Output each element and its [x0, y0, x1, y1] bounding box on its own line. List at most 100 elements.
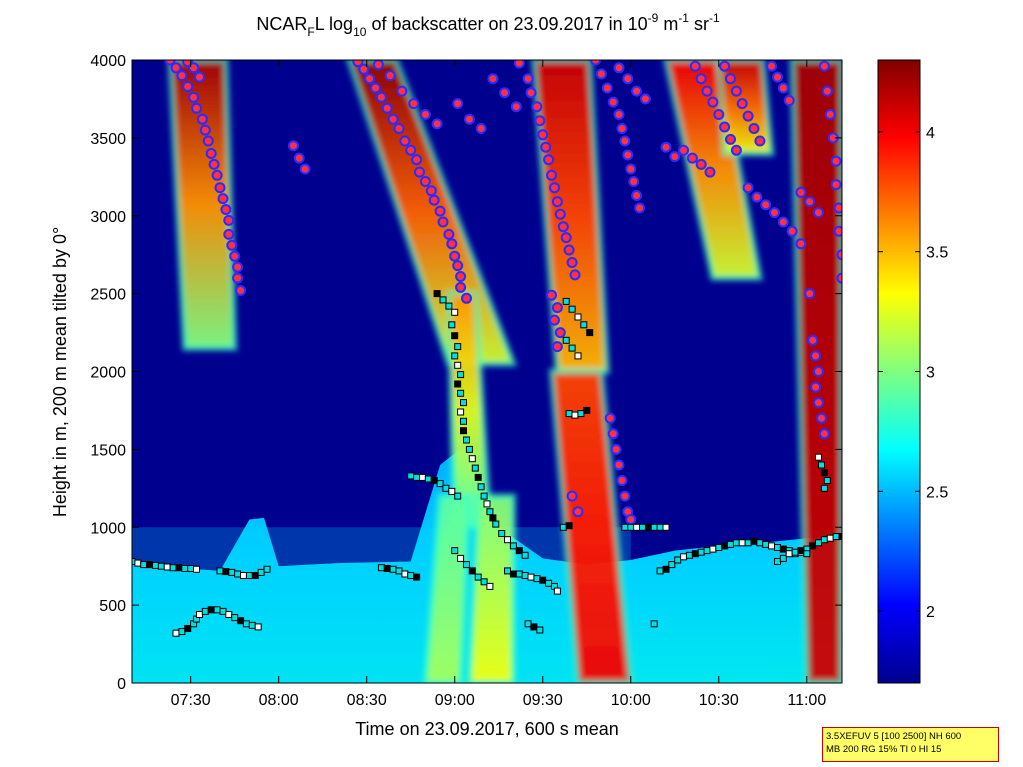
aerosol-marker: [572, 506, 584, 518]
plume-edge-3: [530, 60, 611, 375]
cloud-marker: [577, 410, 585, 418]
cloud-marker: [480, 578, 488, 586]
aerosol-marker: [736, 98, 748, 110]
aerosol-marker: [170, 62, 182, 74]
aerosol-marker: [836, 272, 842, 284]
colorbar: 2 2.5 3 3.5 4: [877, 59, 948, 684]
colorbar-tick-label: 2: [926, 604, 935, 621]
aerosol-marker: [414, 166, 425, 178]
aerosol-marker: [396, 85, 408, 97]
cloud-marker: [178, 628, 186, 636]
aerosol-marker: [613, 459, 625, 471]
aerosol-marker: [695, 73, 707, 85]
cloud-marker: [448, 487, 456, 495]
aerosol-marker: [719, 121, 731, 133]
cloud-marker: [257, 568, 265, 576]
title-prefix: NCAR: [256, 14, 307, 34]
plume-4: [551, 371, 631, 683]
aerosol-marker: [754, 135, 766, 147]
title-log-base: 10: [353, 25, 367, 39]
cloud-marker: [586, 329, 594, 337]
cloud-marker: [146, 561, 154, 569]
title-exp3: -1: [709, 11, 720, 25]
cloud-marker: [460, 399, 467, 407]
cloud-marker: [680, 553, 688, 561]
aerosol-marker: [191, 102, 202, 114]
boundary-layer-haze: [132, 527, 631, 683]
cloud-marker: [639, 523, 646, 531]
title-unit2: sr: [689, 14, 709, 34]
aerosol-marker: [461, 292, 472, 304]
aerosol-marker: [551, 302, 563, 314]
aerosol-marker: [604, 412, 616, 424]
cloud-marker: [509, 542, 517, 550]
aerosol-marker: [202, 135, 214, 147]
cloud-marker: [823, 477, 831, 484]
aerosol-marker: [235, 285, 247, 296]
info-line-1: 3.5XEFUV 5 [100 2500] NH 600: [826, 731, 962, 742]
cloud-marker: [457, 389, 465, 397]
aerosol-marker: [701, 85, 713, 97]
cloud-marker: [574, 352, 582, 360]
aerosol-marker: [546, 289, 557, 301]
cloud-marker: [515, 570, 523, 578]
cloud-marker: [756, 539, 764, 547]
cloud-marker: [454, 343, 462, 351]
aerosol-marker: [463, 113, 475, 125]
aerosol-marker: [232, 261, 244, 273]
aerosol-marker: [419, 176, 431, 187]
cloud-marker: [454, 380, 462, 388]
cloud-marker: [486, 508, 494, 516]
cloud-marker: [157, 562, 165, 570]
aerosol-marker: [554, 208, 566, 220]
cloud-marker: [565, 522, 573, 530]
aerosol-marker: [634, 202, 646, 214]
cloud-marker: [448, 321, 456, 329]
cloud-marker: [709, 545, 717, 553]
cloud-marker: [401, 570, 409, 578]
cloud-marker: [463, 561, 470, 569]
cloud-marker: [451, 352, 459, 360]
cloud-marker: [489, 514, 497, 522]
cloud-marker: [457, 554, 465, 562]
aerosol-marker: [188, 62, 200, 74]
cloud-marker: [826, 534, 834, 542]
aerosol-marker: [449, 250, 461, 262]
cloud-marker: [213, 606, 221, 614]
aerosol-marker: [622, 73, 634, 85]
title-suffix: of backscatter on 23.09.2017 in 10: [366, 14, 647, 34]
aerosol-marker: [628, 176, 640, 187]
cloud-marker: [568, 305, 576, 313]
colorbar-tick-label: 4: [926, 125, 935, 142]
cloud-marker: [803, 550, 811, 558]
aerosol-marker: [816, 412, 827, 424]
aerosol-marker: [540, 141, 552, 153]
aerosol-marker: [455, 271, 467, 282]
cloud-marker: [463, 436, 470, 444]
cloud-marker: [468, 567, 476, 575]
title-subscript: F: [307, 25, 314, 39]
cloud-marker: [815, 453, 822, 461]
x-tick-label: 10:00: [611, 692, 651, 709]
aerosol-marker: [804, 288, 816, 300]
aerosol-marker: [622, 149, 634, 161]
aerosol-marker: [821, 85, 833, 97]
plume-0: [170, 60, 235, 349]
cloud-marker: [553, 587, 561, 595]
cloud-marker: [225, 611, 233, 618]
cloud-marker: [240, 572, 247, 579]
cloud-marker: [727, 540, 734, 548]
aerosol-marker: [384, 70, 396, 82]
x-tick-label: 09:00: [435, 692, 475, 709]
aerosol-marker: [807, 334, 819, 346]
aerosol-marker: [522, 73, 534, 85]
cloud-marker: [685, 551, 693, 559]
info-annotation-box: 3.5XEFUV 5 [100 2500] NH 600 MB 200 RG 1…: [822, 727, 999, 762]
aerosol-marker: [431, 118, 443, 130]
cloud-marker: [580, 321, 588, 329]
x-tick-label: 08:00: [259, 692, 299, 709]
aerosol-marker: [766, 60, 778, 72]
aerosol-marker: [804, 196, 816, 208]
aerosol-marker: [786, 225, 798, 237]
